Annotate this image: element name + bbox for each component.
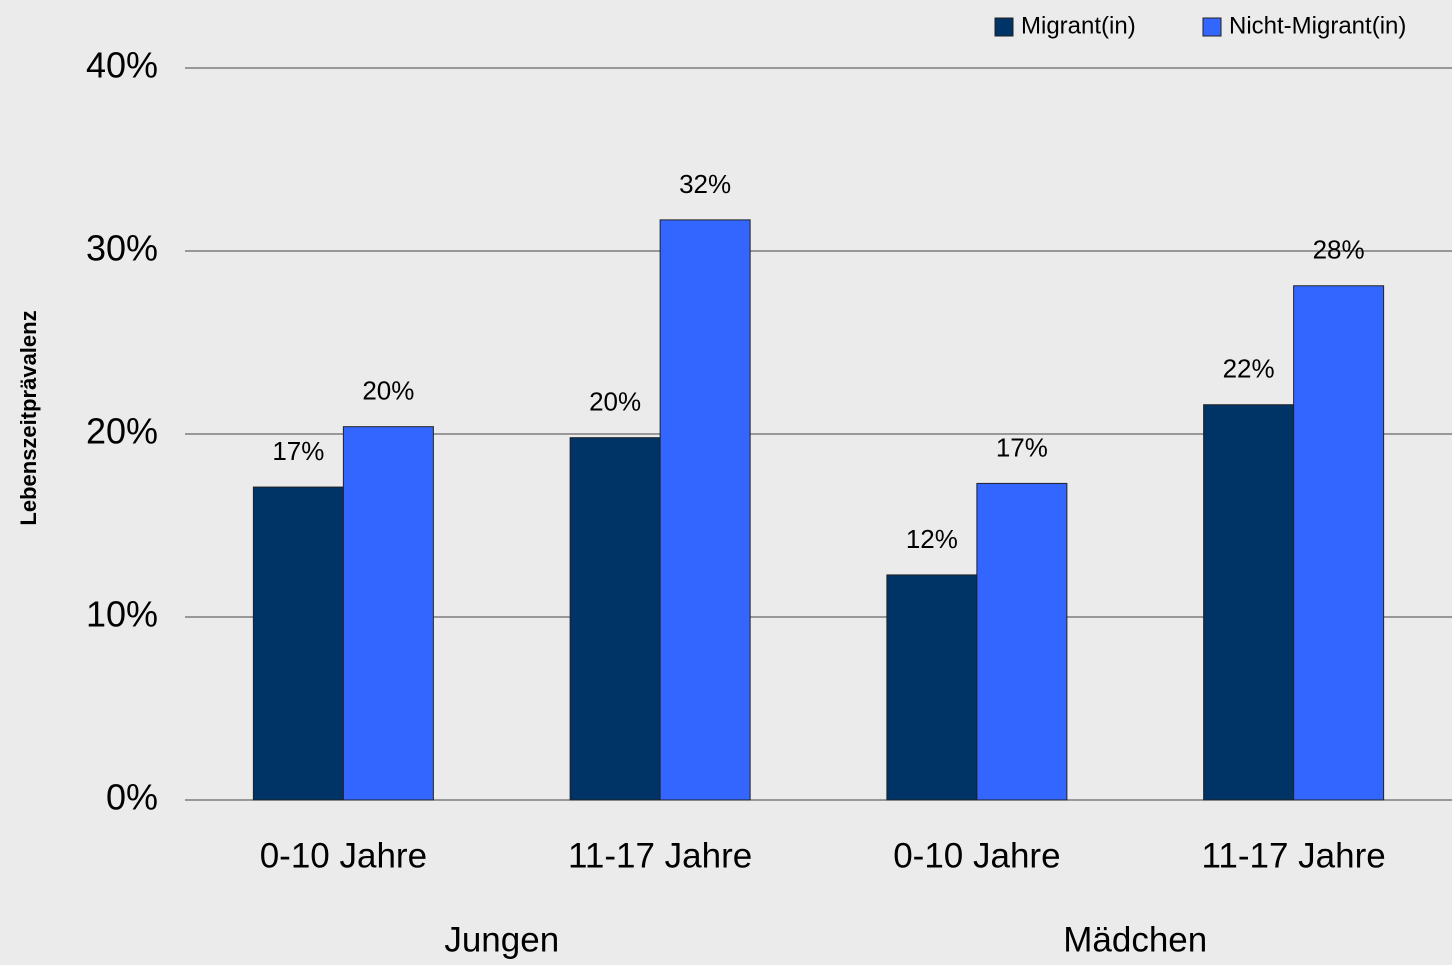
bar xyxy=(1203,404,1295,801)
bar xyxy=(659,219,751,801)
legend-swatch xyxy=(1202,17,1222,37)
bar xyxy=(976,482,1068,801)
y-tick-label: 10% xyxy=(86,594,158,635)
y-tick-label: 30% xyxy=(86,228,158,269)
bar xyxy=(886,574,978,801)
data-label: 28% xyxy=(1313,235,1365,265)
legend-swatch xyxy=(994,17,1014,37)
y-axis-label: Lebenszeitprävalenz xyxy=(16,310,41,525)
legend-label: Nicht-Migrant(in) xyxy=(1229,12,1406,39)
data-label: 20% xyxy=(589,387,641,417)
bar xyxy=(1293,285,1385,801)
y-tick-label: 0% xyxy=(106,777,158,818)
data-label: 12% xyxy=(906,524,958,554)
x-tick-label: 0-10 Jahre xyxy=(260,836,427,875)
group-label: Mädchen xyxy=(1063,920,1207,959)
bar xyxy=(252,486,344,801)
x-tick-label: 11-17 Jahre xyxy=(1202,836,1386,875)
data-label: 22% xyxy=(1223,354,1275,384)
data-label: 32% xyxy=(679,169,731,199)
x-tick-label: 0-10 Jahre xyxy=(893,836,1060,875)
y-tick-label: 20% xyxy=(86,411,158,452)
bar xyxy=(569,437,661,801)
group-label: Jungen xyxy=(444,920,559,959)
y-tick-label: 40% xyxy=(86,45,158,86)
data-label: 17% xyxy=(996,432,1048,462)
x-tick-label: 11-17 Jahre xyxy=(568,836,752,875)
bar xyxy=(342,426,434,801)
legend-label: Migrant(in) xyxy=(1021,12,1136,39)
data-label: 20% xyxy=(362,376,414,406)
data-label: 17% xyxy=(272,436,324,466)
